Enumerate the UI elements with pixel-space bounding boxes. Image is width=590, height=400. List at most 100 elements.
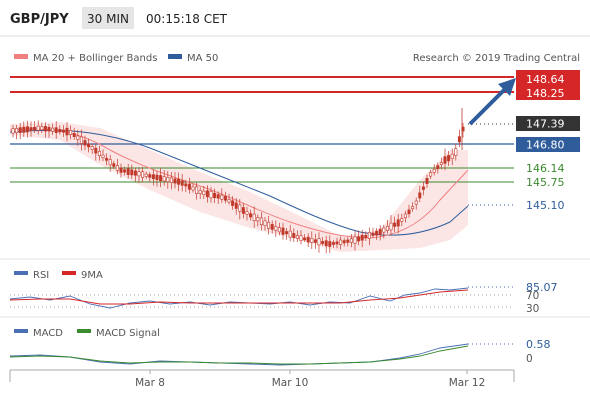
candle-body: [346, 239, 350, 243]
candle-body: [72, 133, 76, 137]
candle-body: [220, 194, 224, 200]
candle-body: [259, 217, 263, 225]
candle-body: [155, 174, 159, 181]
candle-body: [357, 236, 361, 242]
candle-body: [15, 128, 19, 133]
macd-line: [9, 343, 469, 366]
candle-body: [36, 125, 40, 131]
candle-body: [184, 183, 188, 187]
candle-body: [112, 163, 116, 167]
macd-legend-label: MACD: [33, 328, 63, 339]
candle-body: [241, 207, 245, 214]
candle-body: [389, 222, 393, 231]
candle-body: [288, 230, 292, 238]
ma20-legend-swatch: [14, 54, 28, 59]
candle-body: [25, 126, 29, 133]
candle-body: [90, 146, 94, 150]
macd-signal-legend-label: MACD Signal: [96, 328, 160, 339]
candle-body: [227, 199, 231, 203]
price-label-146-14: 146.14: [526, 162, 565, 175]
resistance-label-box: [516, 70, 580, 100]
x-label-mar12: Mar 12: [449, 377, 486, 389]
candle-body: [76, 135, 80, 140]
candle-body: [432, 168, 436, 173]
candle-body: [209, 191, 213, 199]
main-legend: MA 20 + Bollinger Bands MA 50 Research ©…: [14, 53, 580, 64]
price-labels: 148.64 148.25 147.39 146.80 146.14 145.7…: [516, 70, 580, 212]
candle-body: [238, 204, 242, 212]
candle-body: [108, 159, 112, 166]
price-label-145-75: 145.75: [526, 176, 565, 189]
candle-body: [411, 206, 415, 210]
candle-body: [425, 178, 429, 184]
copyright-text: Research © 2019 Trading Central: [413, 53, 580, 64]
candle-body: [407, 209, 411, 215]
candle-body: [148, 174, 152, 178]
candle-body: [371, 232, 375, 236]
candle-body: [137, 171, 141, 177]
time-label: 00:15:18 CET: [146, 12, 228, 26]
macd-legend-swatch: [14, 329, 28, 333]
candle-body: [375, 230, 379, 236]
candle-body: [285, 231, 289, 235]
candle-body: [54, 127, 58, 133]
candle-body: [61, 129, 65, 133]
candle-body: [105, 157, 109, 161]
candle-body: [169, 177, 173, 183]
x-axis: Mar 8 Mar 10 Mar 12: [9, 369, 515, 389]
candle-body: [162, 176, 166, 182]
candle-body: [331, 242, 335, 245]
price-label-148-64: 148.64: [526, 73, 565, 86]
candle-body: [144, 173, 148, 177]
timeframe-badge[interactable]: [82, 7, 134, 29]
candle-body: [65, 127, 69, 136]
candle-body: [159, 175, 163, 182]
candle-body: [47, 127, 51, 132]
candle-body: [364, 234, 368, 239]
candle-body: [292, 233, 296, 238]
candle-body: [58, 128, 62, 133]
macd-zero-label: 0: [526, 353, 533, 365]
rsi-legend-swatch: [14, 271, 28, 275]
candle-body: [245, 211, 249, 215]
ma50-legend-label: MA 50: [187, 53, 218, 64]
ma50-legend-swatch: [168, 54, 182, 59]
candle-body: [69, 130, 73, 135]
candle-body: [403, 213, 407, 219]
candle-body: [191, 186, 195, 191]
candle-body: [267, 221, 271, 229]
candle-body: [321, 241, 325, 244]
candle-body: [43, 126, 47, 132]
candle-body: [130, 169, 134, 176]
candle-body: [115, 165, 119, 171]
ma20-line: [9, 128, 469, 239]
candle-body: [303, 237, 307, 241]
candle-body: [324, 240, 328, 247]
rsi-9ma-legend-swatch: [62, 271, 76, 275]
rsi-value-label: 85.07: [526, 281, 558, 294]
candle-body: [33, 126, 37, 131]
macd-signal-legend-swatch: [77, 329, 91, 333]
candle-body: [447, 155, 451, 162]
candle-body: [313, 239, 317, 243]
candle-body: [18, 127, 22, 133]
macd-signal-line: [9, 345, 469, 365]
price-label-146-80: 146.80: [526, 139, 565, 152]
x-label-mar8: Mar 8: [135, 377, 165, 389]
candle-body: [173, 178, 177, 184]
candle-body: [306, 236, 310, 243]
candle-body: [198, 190, 202, 194]
candle-body: [349, 238, 353, 243]
candle-body: [79, 136, 83, 144]
candle-body: [335, 241, 339, 245]
candle-body: [310, 237, 314, 243]
candle-body: [97, 151, 101, 156]
candle-body: [436, 165, 440, 170]
candle-body: [83, 140, 87, 146]
pivot-label-box: [516, 137, 580, 152]
candle-body: [123, 169, 127, 173]
symbol-title: GBP/JPY: [10, 12, 69, 27]
candle-body: [22, 126, 26, 133]
candle-body: [400, 218, 404, 222]
